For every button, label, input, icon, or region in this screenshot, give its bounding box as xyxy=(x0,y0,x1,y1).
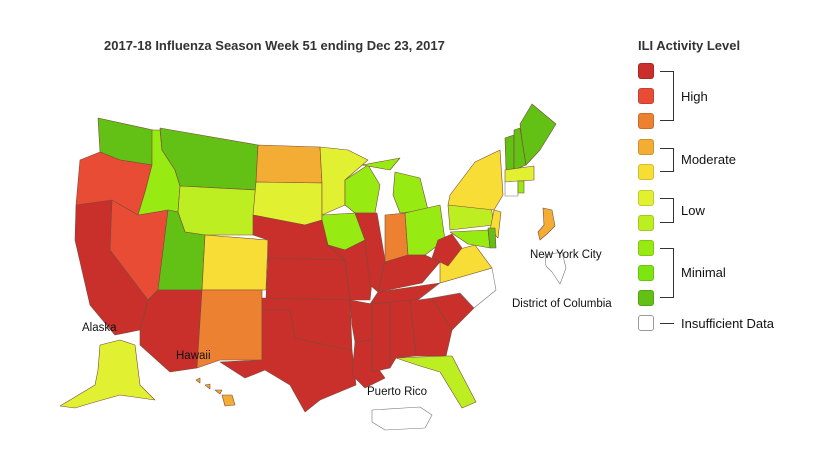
state-ma[interactable] xyxy=(504,165,535,183)
state-shape[interactable] xyxy=(384,212,409,263)
state-shape[interactable] xyxy=(417,267,497,309)
state-shape[interactable] xyxy=(349,299,373,343)
state-shape[interactable] xyxy=(177,185,257,236)
state-oh[interactable] xyxy=(404,204,446,256)
puerto-rico-label: Puerto Rico xyxy=(367,386,428,398)
state-shape[interactable] xyxy=(537,207,556,241)
state-ct[interactable] xyxy=(504,180,519,197)
legend-swatch-level-5 xyxy=(638,190,654,206)
state-shape[interactable] xyxy=(221,394,236,407)
state-ri[interactable] xyxy=(517,180,525,194)
state-shape[interactable] xyxy=(519,103,557,166)
legend-title: ILI Activity Level xyxy=(638,38,741,53)
moderate-bracket xyxy=(660,148,674,172)
state-vt[interactable] xyxy=(504,134,515,171)
legend-swatch-insufficient xyxy=(638,315,654,331)
state-hi[interactable] xyxy=(195,377,236,407)
state-ks[interactable] xyxy=(265,257,351,301)
state-pr[interactable] xyxy=(371,406,433,431)
alaska-label: Alaska xyxy=(82,322,117,334)
state-shape[interactable] xyxy=(504,180,519,197)
state-nc[interactable] xyxy=(417,267,497,309)
legend-minimal-label: Minimal xyxy=(681,265,726,280)
state-al[interactable] xyxy=(389,299,417,369)
state-shape[interactable] xyxy=(59,339,156,409)
state-nyc[interactable] xyxy=(537,207,556,241)
legend-insufficient-label: Insufficient Data xyxy=(681,316,774,331)
state-shape[interactable] xyxy=(265,257,351,301)
state-nd[interactable] xyxy=(255,144,323,184)
legend-high-label: High xyxy=(681,89,708,104)
legend-swatch-level-3 xyxy=(638,240,654,256)
minimal-bracket xyxy=(660,248,674,298)
state-shape[interactable] xyxy=(504,165,535,183)
state-wy[interactable] xyxy=(177,185,257,236)
state-shape[interactable] xyxy=(204,383,211,390)
legend-swatch-level-4 xyxy=(638,215,654,231)
state-de[interactable] xyxy=(487,227,497,249)
nyc-label: New York City xyxy=(530,249,602,261)
state-me[interactable] xyxy=(519,103,557,166)
legend-swatch-level-8 xyxy=(638,113,654,129)
state-ms[interactable] xyxy=(371,301,391,373)
state-shape[interactable] xyxy=(395,355,477,409)
low-bracket xyxy=(660,198,674,223)
state-shape[interactable] xyxy=(327,239,373,301)
state-shape[interactable] xyxy=(389,299,417,369)
state-shape[interactable] xyxy=(371,301,391,373)
legend-low-label: Low xyxy=(681,203,705,218)
state-co[interactable] xyxy=(201,234,269,291)
legend-swatch-level-1 xyxy=(638,290,654,306)
legend-swatch-level-9 xyxy=(638,88,654,104)
state-shape[interactable] xyxy=(487,227,497,249)
state-shape[interactable] xyxy=(255,144,323,184)
map-title: 2017-18 Influenza Season Week 51 ending … xyxy=(104,38,445,53)
state-ny[interactable] xyxy=(447,149,504,211)
state-ak[interactable] xyxy=(59,339,156,409)
state-shape[interactable] xyxy=(447,149,504,211)
state-shape[interactable] xyxy=(201,234,269,291)
state-fl[interactable] xyxy=(395,355,477,409)
state-shape[interactable] xyxy=(544,251,567,285)
high-bracket xyxy=(660,71,674,121)
state-shape[interactable] xyxy=(361,157,401,171)
legend-swatch-level-6 xyxy=(638,164,654,180)
state-in[interactable] xyxy=(384,212,409,263)
state-shape[interactable] xyxy=(371,406,433,431)
state-shape[interactable] xyxy=(392,171,429,214)
state-shape[interactable] xyxy=(431,233,463,267)
legend-swatch-level-7 xyxy=(638,139,654,155)
legend-swatch-level-10 xyxy=(638,63,654,79)
state-nm[interactable] xyxy=(196,289,263,369)
state-ar[interactable] xyxy=(349,299,373,343)
state-shape[interactable] xyxy=(404,204,446,256)
legend-swatch-level-2 xyxy=(638,265,654,281)
state-shape[interactable] xyxy=(196,289,263,369)
state-shape[interactable] xyxy=(504,134,515,171)
state-shape[interactable] xyxy=(517,180,525,194)
state-shape[interactable] xyxy=(195,377,201,384)
hawaii-label: Hawaii xyxy=(176,350,211,362)
dc-label: District of Columbia xyxy=(512,298,612,310)
state-wv[interactable] xyxy=(431,233,463,267)
legend-moderate-label: Moderate xyxy=(681,152,736,167)
state-mo[interactable] xyxy=(327,239,373,301)
state-dc[interactable] xyxy=(544,251,567,285)
state-shape[interactable] xyxy=(214,389,223,395)
insufficient-dash xyxy=(660,323,674,324)
